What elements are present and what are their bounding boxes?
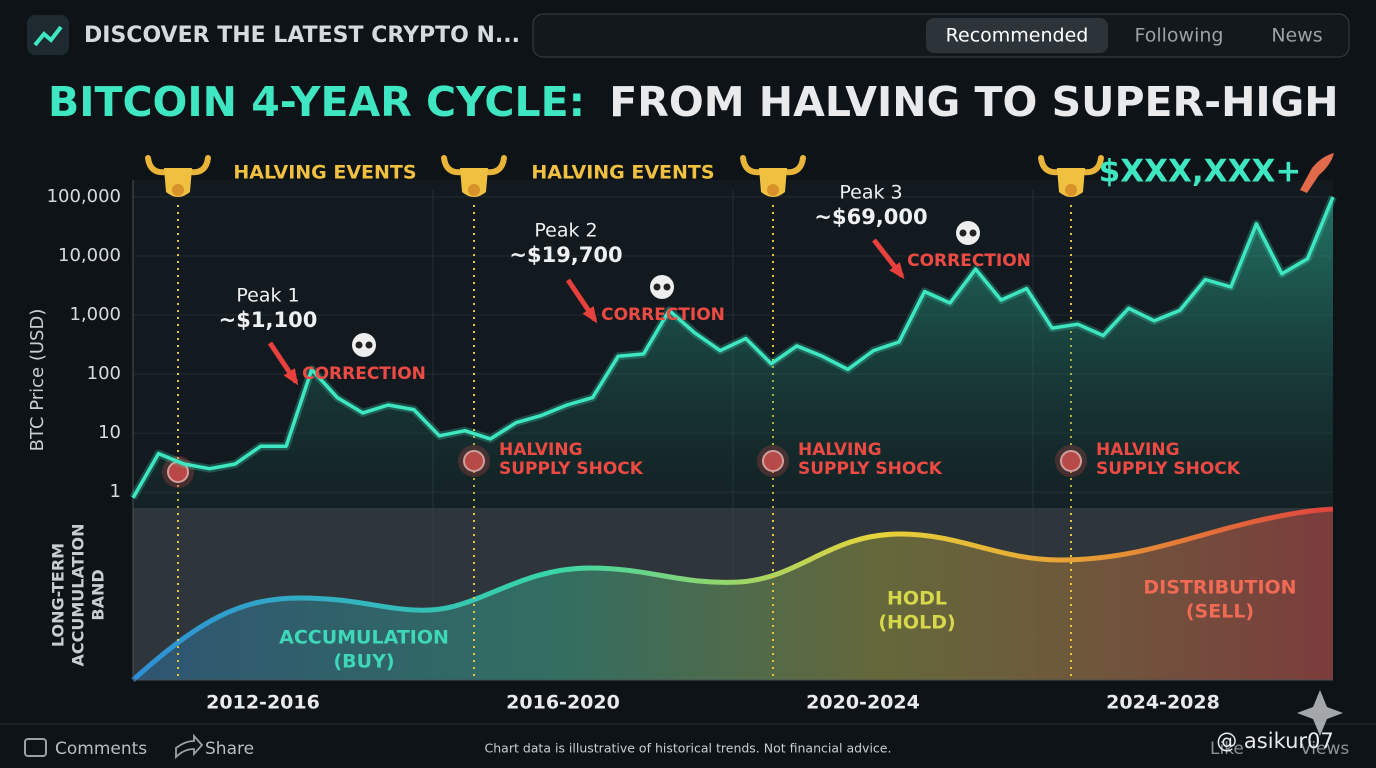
annotation: Peak 1 xyxy=(236,285,299,307)
annotation: ACCUMULATION xyxy=(279,627,449,649)
share-button[interactable]: Share xyxy=(205,739,254,759)
bull-nose xyxy=(172,184,184,196)
annotation: HODL xyxy=(887,588,947,610)
skull-icon xyxy=(352,333,376,357)
bull-head xyxy=(759,168,787,197)
y-tick-label: 1,000 xyxy=(69,304,121,325)
bull-head xyxy=(1057,168,1085,197)
skull-eye xyxy=(663,283,671,291)
skull-eye xyxy=(959,229,967,237)
arrow-head xyxy=(283,368,299,386)
comments-icon xyxy=(24,738,47,757)
band-fill xyxy=(133,509,1333,680)
annotation: (BUY) xyxy=(333,651,394,673)
bull-nose xyxy=(1065,184,1077,196)
bull-horns xyxy=(1038,155,1104,176)
share-icon xyxy=(175,733,204,760)
skull-icon xyxy=(650,275,674,299)
annotation: HALVING xyxy=(499,440,583,460)
annotation: Peak 2 xyxy=(534,220,597,242)
y-tick-label: 10 xyxy=(98,422,121,443)
bull-icon xyxy=(145,155,211,197)
band-label: LONG-TERM xyxy=(49,543,68,647)
annotation: ~$19,700 xyxy=(509,243,622,267)
tab[interactable]: News xyxy=(1271,25,1322,47)
rocket-icon xyxy=(1300,153,1334,193)
annotation: ~$1,100 xyxy=(219,308,318,332)
bull-horns xyxy=(740,155,806,176)
comments-button[interactable]: Comments xyxy=(55,739,147,759)
annotation: HALVING EVENTS xyxy=(233,162,416,184)
plot: 1 10 100 1,000 10,000 100,000 2012-2016 2016-20… xyxy=(47,153,1337,714)
annotation: (SELL) xyxy=(1186,601,1254,623)
band-curve xyxy=(131,506,1334,682)
bull-icon xyxy=(441,155,507,197)
app-icon-glyph xyxy=(33,25,63,47)
skull-eye xyxy=(365,341,373,349)
title-rest: FROM HALVING TO SUPER-HIGH xyxy=(609,78,1338,126)
y-tick-label: 100 xyxy=(87,363,121,384)
like-button[interactable]: Like xyxy=(1210,739,1244,759)
skull-icon xyxy=(956,221,980,245)
y-tick-label: 1 xyxy=(110,481,121,502)
annotation: DISTRIBUTION xyxy=(1143,577,1296,599)
disclaimer: Chart data is illustrative of historical… xyxy=(485,741,892,756)
bull-head xyxy=(164,168,192,197)
bull-nose xyxy=(767,184,779,196)
bull-horns xyxy=(441,155,507,176)
bull-icon xyxy=(740,155,806,197)
bull-head xyxy=(460,168,488,197)
skull-eye xyxy=(969,229,977,237)
price-line xyxy=(131,196,1335,499)
annotation: HALVING EVENTS xyxy=(531,162,714,184)
annotation: Peak 3 xyxy=(839,182,902,204)
bull-icon xyxy=(1038,155,1104,197)
tab[interactable]: Recommended xyxy=(946,25,1089,47)
annotation: ~$69,000 xyxy=(814,205,927,229)
x-period-label: 2016-2020 xyxy=(506,692,620,714)
annotation: CORRECTION xyxy=(907,251,1031,271)
annotation: CORRECTION xyxy=(302,364,426,384)
annotation: SUPPLY SHOCK xyxy=(499,459,644,479)
tab[interactable]: Following xyxy=(1135,25,1224,47)
bull-horns xyxy=(145,155,211,176)
arrow-head xyxy=(889,262,905,280)
x-period-label: 2012-2016 xyxy=(206,692,320,714)
x-period-label: 2024-2028 xyxy=(1106,692,1220,714)
band-label: BAND xyxy=(89,569,108,620)
annotation: HALVING xyxy=(798,440,882,460)
annotation: SUPPLY SHOCK xyxy=(798,459,943,479)
annotation: HALVING xyxy=(1096,440,1180,460)
chart-title: BITCOIN 4-YEAR CYCLE: FROM HALVING TO SU… xyxy=(48,78,1339,126)
title-highlight: BITCOIN 4-YEAR CYCLE: xyxy=(48,78,585,126)
annotation: (HOLD) xyxy=(878,612,955,634)
y-axis-label: BTC Price (USD) xyxy=(27,309,48,452)
annotation: $XXX,XXX+ xyxy=(1099,154,1302,190)
annotation: SUPPLY SHOCK xyxy=(1096,459,1241,479)
x-period-label: 2020-2024 xyxy=(806,692,920,714)
band-label: ACCUMULATION xyxy=(69,524,88,667)
y-tick-label: 10,000 xyxy=(58,245,121,266)
skull-eye xyxy=(355,341,363,349)
channel-title[interactable]: DISCOVER THE LATEST CRYPTO N... xyxy=(84,23,520,48)
sparkle-icon xyxy=(1297,690,1343,736)
tab-active-bg xyxy=(926,18,1108,53)
arrow-head xyxy=(582,306,598,324)
watermark: @ asikur07 xyxy=(1216,729,1334,753)
views-button[interactable]: Views xyxy=(1300,739,1349,759)
annotation: CORRECTION xyxy=(601,305,725,325)
y-tick-label: 100,000 xyxy=(47,186,121,207)
skull-eye xyxy=(653,283,661,291)
bull-nose xyxy=(468,184,480,196)
